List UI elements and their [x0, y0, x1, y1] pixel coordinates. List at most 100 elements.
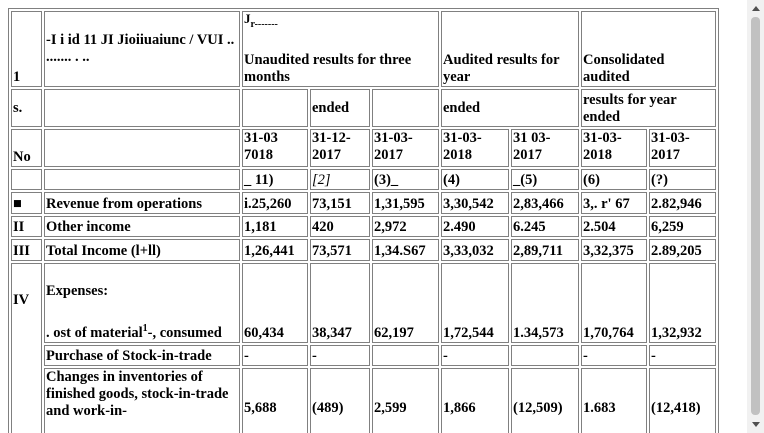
empty-cell	[242, 89, 308, 127]
consolidated-heading: Consolidated audited	[583, 52, 665, 85]
scroll-down-arrow-icon[interactable]	[747, 416, 764, 433]
empty-cell	[11, 169, 42, 190]
scrollbar-thumb[interactable]	[751, 17, 760, 415]
header-row-1: 1 -I i id 11 JI Jioiiuaiunc / VUI .. ...…	[11, 11, 716, 87]
colnum-cell: (6)	[581, 169, 647, 190]
row-label-cell: Expenses: . ost of material1-, consumed	[44, 263, 240, 343]
sno-text: IV	[13, 292, 30, 308]
no-label-cell: No	[11, 129, 42, 167]
row-label-cell: Other income	[44, 216, 240, 237]
date-cell: 31-03- 2018	[581, 129, 647, 167]
date-cell: 31-03- 2017	[372, 129, 439, 167]
value-cell: 3,30,542	[441, 192, 509, 214]
value-cell: 2,972	[372, 216, 439, 237]
value-text: 60,434	[244, 325, 284, 341]
date-text: 31-03- 2018	[583, 130, 622, 163]
value-text: 2.89,205	[651, 243, 702, 259]
date-text: 31-03- 2017	[374, 130, 413, 163]
value-text: -	[443, 348, 448, 364]
value-cell: 1,26,441	[242, 239, 308, 261]
date-text: 31-03 7018	[244, 130, 278, 163]
table-row: III Total Income (l+ll) 1,26,441 73,571 …	[11, 239, 716, 261]
value-cell	[511, 345, 579, 366]
value-cell: 2.504	[581, 216, 647, 237]
value-text: (12,509)	[513, 399, 563, 416]
colnum-text: _ 11)	[244, 172, 274, 188]
header-row-2: s. ended ended results for year ended	[11, 89, 716, 127]
value-cell: 3,. r' 67	[581, 192, 647, 214]
vertical-scrollbar[interactable]	[747, 0, 764, 433]
colnum-text: _(5)	[513, 172, 538, 188]
header-colnum-row: _ 11) [2] (3)_ (4) _(5) (6) (?)	[11, 169, 716, 190]
row-label-cell: Total Income (l+ll)	[44, 239, 240, 261]
consolidated-header-cell: Consolidated audited	[581, 11, 716, 87]
value-cell: 6.245	[511, 216, 579, 237]
table-row: Purchase of Stock-in-trade - - - - -	[11, 345, 716, 366]
colnum-text: (4)	[443, 172, 460, 188]
scroll-up-arrow-icon[interactable]	[747, 0, 764, 17]
value-text: 1,70,764	[583, 325, 634, 341]
ended-label: ended	[312, 99, 350, 116]
value-cell: (12,418)	[649, 368, 716, 433]
sno-header-cell: 1	[11, 11, 42, 87]
s-label-cell: s.	[11, 89, 42, 127]
row-label-cell: Revenue from operations	[44, 192, 240, 214]
value-cell: 1,70,764	[581, 263, 647, 343]
results-year-ended-cell: results for year ended	[581, 89, 716, 127]
value-text: 3,32,375	[583, 243, 634, 259]
value-cell: 2,599	[372, 368, 439, 433]
value-cell: -	[310, 345, 370, 366]
value-cell: 62,197	[372, 263, 439, 343]
colnum-text: (6)	[583, 172, 600, 188]
table-row: IV Expenses: . ost of material1-, consum…	[11, 263, 716, 433]
value-cell: 3,33,032	[441, 239, 509, 261]
value-cell: 2,89,711	[511, 239, 579, 261]
value-text: 3,. r' 67	[583, 196, 630, 212]
value-text: 6,259	[651, 219, 684, 235]
value-cell: 3,32,375	[581, 239, 647, 261]
colnum-cell: (4)	[441, 169, 509, 190]
value-text: 1,866	[443, 399, 476, 416]
row-label: Other income	[46, 219, 131, 235]
header-dates-row: No 31-03 7018 31-12- 2017 31-03- 2017 31…	[11, 129, 716, 167]
value-text: 2.504	[583, 219, 616, 235]
value-cell: 1,181	[242, 216, 308, 237]
value-cell: -	[581, 345, 647, 366]
value-cell: 1.683	[581, 368, 647, 433]
table-row: ■ Revenue from operations i.25,260 73,15…	[11, 192, 716, 214]
value-text: 1,34.S67	[374, 243, 426, 259]
jr-mark: Jr-------	[244, 11, 278, 30]
value-text: 1.34,573	[513, 325, 564, 341]
date-cell: 31-12- 2017	[310, 129, 370, 167]
value-text: 1,26,441	[244, 243, 295, 259]
value-cell	[372, 345, 439, 366]
sno-cell: III	[11, 239, 42, 261]
colnum-cell: _(5)	[511, 169, 579, 190]
row-label: Total Income (l+ll)	[46, 243, 161, 259]
garbled-title: -I i id 11 JI Jioiiuaiunc / VUI .. .....…	[46, 32, 235, 65]
ended-cell-1: ended	[310, 89, 370, 127]
value-text: 2.82,946	[651, 196, 702, 212]
value-text: 73,151	[312, 196, 352, 212]
sno-text: ■	[13, 196, 22, 212]
value-cell: -	[441, 345, 509, 366]
value-cell: 60,434	[242, 263, 308, 343]
value-text: -	[651, 348, 656, 364]
value-text: -	[244, 348, 249, 364]
results-year-ended-label: results for year ended	[583, 92, 677, 125]
value-text: -	[583, 348, 588, 364]
value-text: 2,83,466	[513, 196, 564, 212]
colnum-cell: (?)	[649, 169, 716, 190]
sno-header-text: 1	[13, 69, 21, 85]
ended-cell-2: ended	[441, 89, 579, 127]
value-cell: 38,347	[310, 263, 370, 343]
value-cell: 1,31,595	[372, 192, 439, 214]
date-cell: 31-03 7018	[242, 129, 308, 167]
value-cell: 5,688	[242, 368, 308, 433]
date-cell: 31 03- 2017	[511, 129, 579, 167]
colnum-cell: (3)_	[372, 169, 439, 190]
sno-cell: ■	[11, 192, 42, 214]
value-cell: (12,509)	[511, 368, 579, 433]
value-cell: 2.82,946	[649, 192, 716, 214]
value-cell: 1,32,932	[649, 263, 716, 343]
